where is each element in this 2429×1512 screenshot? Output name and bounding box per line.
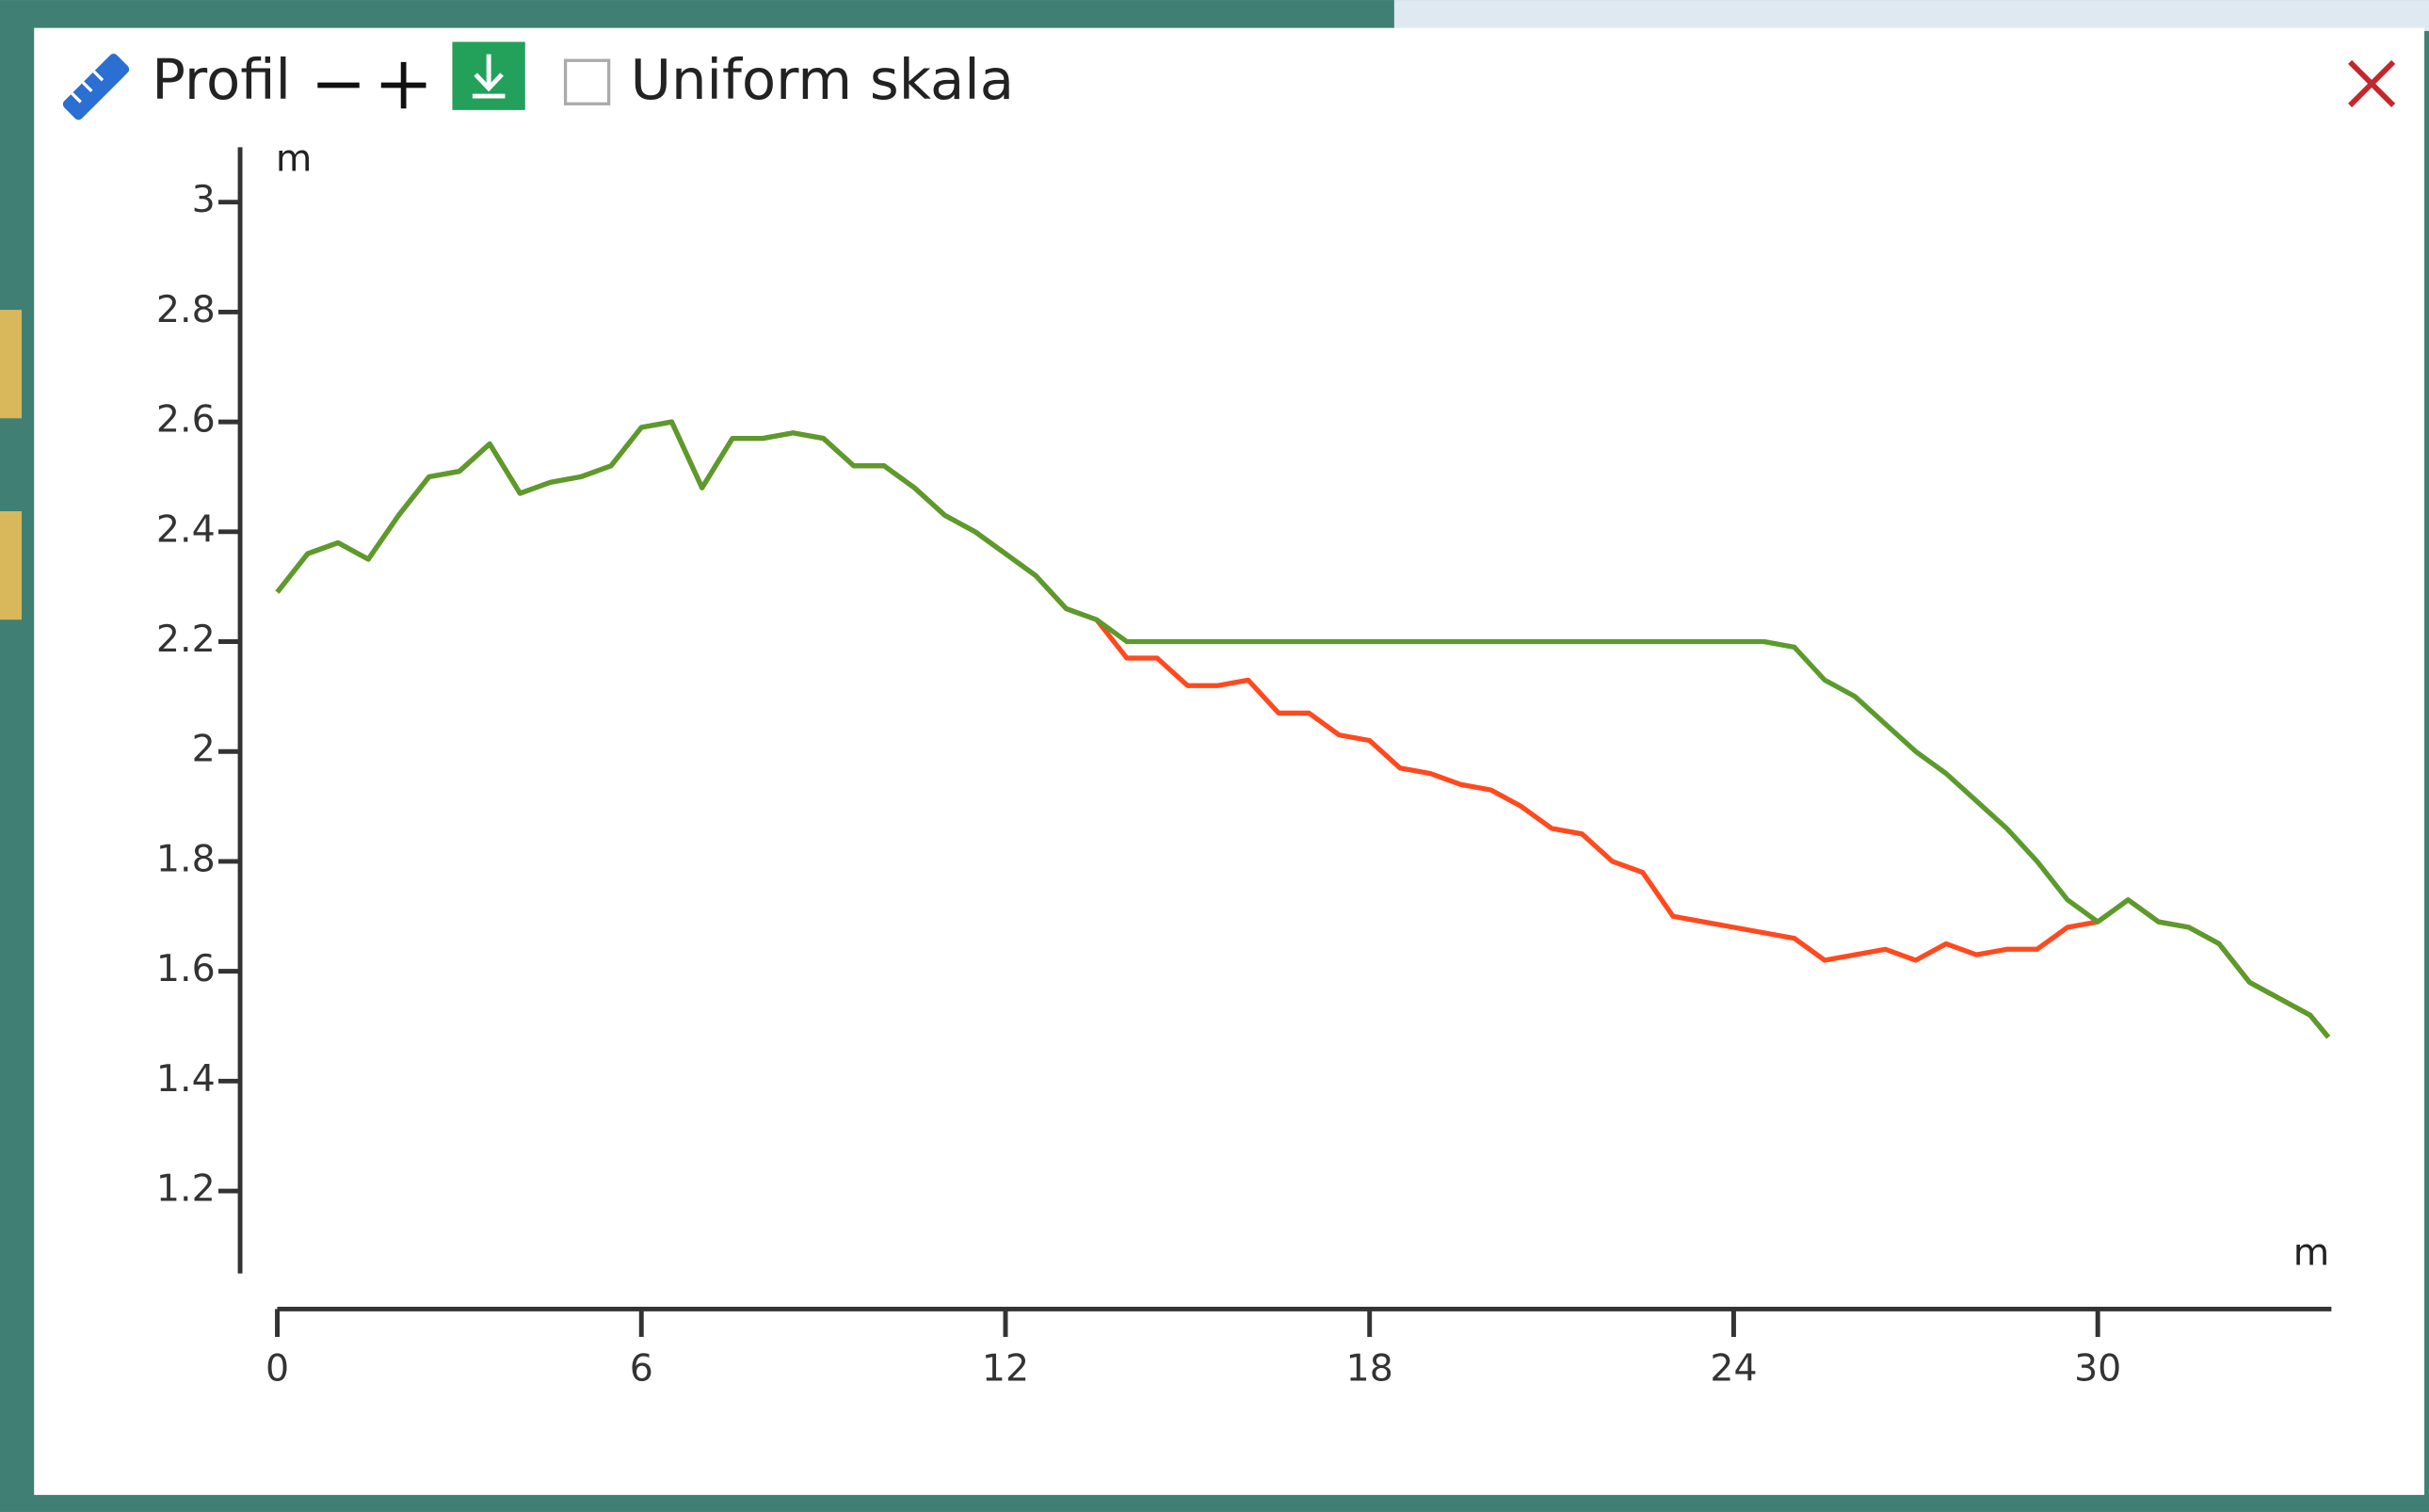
x-tick-label: 24: [1710, 1347, 1757, 1391]
y-tick-label: 2.8: [156, 288, 216, 331]
zoom-in-button[interactable]: [377, 56, 432, 111]
y-axis-label: m: [276, 137, 312, 181]
download-button[interactable]: [452, 41, 525, 110]
x-tick-label: 18: [1346, 1347, 1393, 1391]
x-tick-label: 12: [982, 1347, 1029, 1391]
checkbox-label[interactable]: Uniform skala: [631, 47, 1014, 112]
y-tick-label: 1.6: [156, 947, 216, 990]
map-background-light: [1393, 0, 2429, 31]
dialog-title: Profil: [152, 47, 291, 112]
map-feature: [0, 310, 23, 419]
x-tick-label: 0: [265, 1347, 289, 1391]
y-tick-label: 1.4: [156, 1057, 216, 1101]
y-tick-label: 2: [192, 728, 216, 771]
x-tick-label: 6: [630, 1347, 653, 1391]
y-tick-label: 1.2: [156, 1167, 216, 1211]
y-tick-label: 2.2: [156, 618, 216, 661]
ruler-icon: [62, 53, 130, 121]
close-button[interactable]: [2340, 53, 2405, 118]
uniform-scale-checkbox[interactable]: [563, 58, 611, 105]
profile-dialog: [34, 27, 2425, 1495]
y-tick-label: 2.4: [156, 507, 216, 551]
y-tick-label: 1.8: [156, 837, 216, 880]
y-tick-label: 3: [192, 178, 216, 221]
profile-line: [275, 419, 2331, 1039]
zoom-out-button[interactable]: [310, 56, 365, 111]
x-tick-label: 30: [2074, 1347, 2121, 1391]
y-tick-label: 2.6: [156, 398, 216, 442]
x-axis-label: m: [2293, 1231, 2329, 1274]
map-feature: [0, 511, 23, 620]
